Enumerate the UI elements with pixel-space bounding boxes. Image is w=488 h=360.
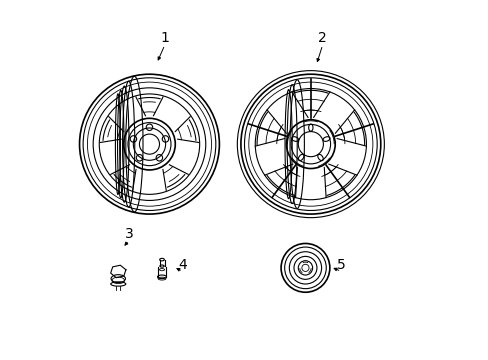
Text: 3: 3 — [124, 227, 133, 241]
Text: 4: 4 — [178, 258, 187, 272]
Text: 1: 1 — [160, 31, 169, 45]
Text: 5: 5 — [336, 258, 345, 272]
Text: 2: 2 — [318, 31, 326, 45]
